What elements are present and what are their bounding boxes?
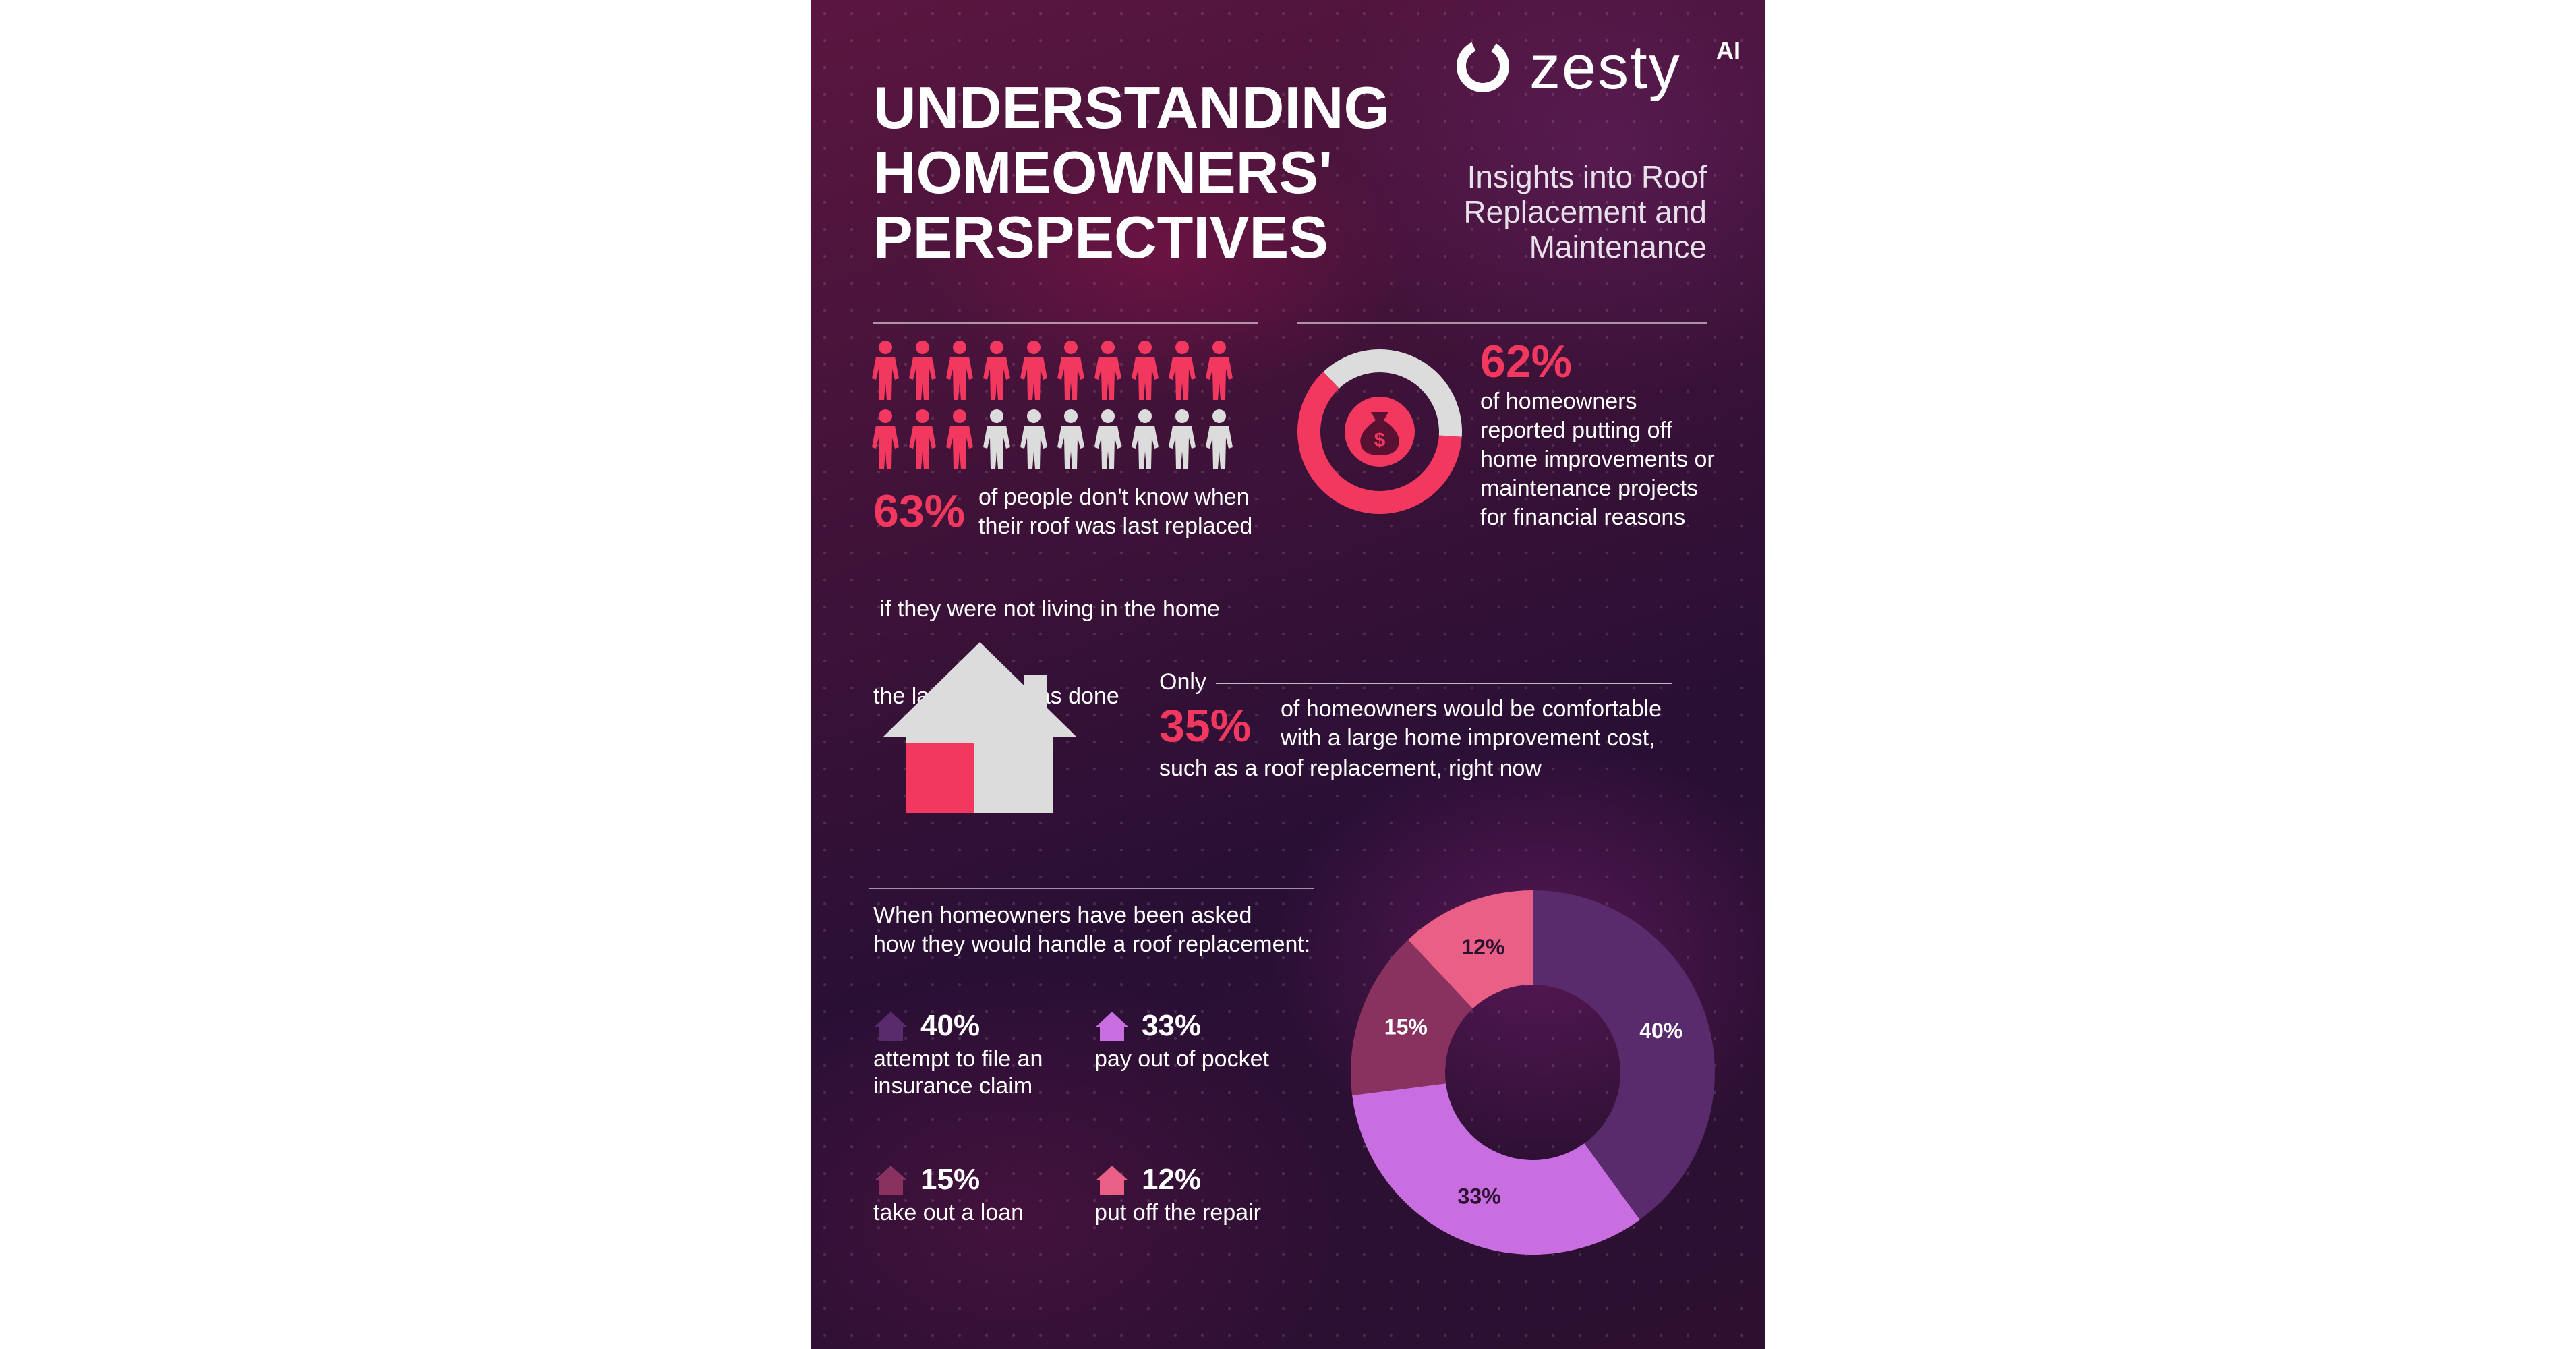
donut-segment-put-off xyxy=(1408,890,1533,1009)
stat-putoff-line-1: of homeowners xyxy=(1480,389,1637,414)
person-icon xyxy=(1169,341,1196,400)
donut-label-out-of-pocket: 33% xyxy=(1458,1184,1501,1209)
person-icon xyxy=(983,409,1010,469)
house-icon xyxy=(883,642,1076,813)
stat-putoff-line-2: reported putting off xyxy=(1480,418,1672,443)
legend-percent: 12% xyxy=(1142,1163,1202,1196)
person-icon xyxy=(872,341,899,400)
legend-percent: 15% xyxy=(920,1163,980,1196)
legend-line-1: attempt to file an xyxy=(873,1046,1043,1072)
house-icon xyxy=(875,1012,907,1041)
legend-description: attempt to file an insurance claim xyxy=(873,1045,1096,1099)
putoff-donut-chart: $ xyxy=(1297,349,1462,514)
roof-handling-intro: When homeowners have been asked how they… xyxy=(873,901,1345,959)
legend-item-out-of-pocket: 33% pay out of pocket xyxy=(1094,1009,1317,1083)
legend-description: pay out of pocket xyxy=(1094,1045,1317,1072)
stat-unknown-percent: 63% xyxy=(873,486,966,537)
people-pictogram xyxy=(872,341,1233,469)
roof-intro-line-2: how they would handle a roof replacement… xyxy=(873,931,1311,957)
divider-left xyxy=(873,322,1258,324)
donut-label-loan: 15% xyxy=(1384,1014,1428,1039)
stat-comfortable-percent: 35% xyxy=(1159,700,1252,751)
money-bag-icon: $ xyxy=(1360,412,1399,455)
person-icon xyxy=(1057,341,1084,400)
person-icon xyxy=(1206,409,1233,469)
person-icon xyxy=(1206,341,1233,400)
donut-segment-other xyxy=(1323,349,1462,437)
donut-label-put-off: 12% xyxy=(1461,935,1504,959)
legend-item-put-off: 12% put off the repair xyxy=(1094,1163,1317,1226)
stat-unknown-text-a: of people don't know when their roof was… xyxy=(978,483,1275,541)
donut-segment-out-of-pocket xyxy=(1352,1083,1640,1255)
house-icon xyxy=(1096,1166,1128,1195)
stat-unknown-line-2: their roof was last replaced xyxy=(978,513,1253,539)
stat-putoff-line-3: home improvements or xyxy=(1480,447,1715,472)
title-line-3: PERSPECTIVES xyxy=(873,204,1328,270)
subtitle-line-3: Maintenance xyxy=(1529,229,1707,264)
person-icon xyxy=(1020,341,1047,400)
legend-line-1: pay out of pocket xyxy=(1094,1046,1269,1072)
roof-intro-line-1: When homeowners have been asked xyxy=(873,902,1252,928)
legend-description: put off the repair xyxy=(1094,1199,1317,1226)
dollar-sign: $ xyxy=(1374,429,1386,451)
page-subtitle: Insights into Roof Replacement and Maint… xyxy=(1424,159,1707,264)
person-icon xyxy=(946,341,973,400)
person-icon xyxy=(946,409,973,469)
donut-segment-loan xyxy=(1351,940,1473,1095)
legend-item-loan: 15% take out a loan xyxy=(873,1163,1096,1226)
legend-percent: 40% xyxy=(920,1009,980,1042)
brand-name: zesty xyxy=(1529,33,1681,102)
legend-line-1: take out a loan xyxy=(873,1200,1024,1226)
stat-putoff-percent: 62% xyxy=(1480,336,1573,387)
donut-label-insurance-claim: 40% xyxy=(1639,1018,1682,1043)
house-door xyxy=(906,743,974,813)
person-icon xyxy=(872,409,899,469)
donut-segment-putoff xyxy=(1297,372,1462,514)
infographic-poster: zesty AI UNDERSTANDING HOMEOWNERS' PERSP… xyxy=(811,0,1765,1349)
person-icon xyxy=(1094,341,1121,400)
person-icon xyxy=(1057,409,1084,469)
subtitle-line-1: Insights into Roof xyxy=(1467,159,1707,194)
person-icon xyxy=(1132,409,1159,469)
stat-unknown-line-1: of people don't know when xyxy=(978,484,1250,510)
person-icon xyxy=(909,409,936,469)
person-icon xyxy=(909,341,936,400)
divider-roof-section xyxy=(869,888,1314,889)
page-title: UNDERSTANDING HOMEOWNERS' PERSPECTIVES xyxy=(873,76,1426,270)
title-line-1: UNDERSTANDING xyxy=(873,74,1390,141)
stat-putoff-text: of homeowners reported putting off home … xyxy=(1480,387,1750,532)
divider-right xyxy=(1297,322,1707,324)
stat-putoff-line-4: maintenance projects xyxy=(1480,476,1699,501)
divider-only xyxy=(1216,683,1672,684)
stat-unknown-line-3: if they were not living in the home xyxy=(873,596,1221,622)
stat-comfortable-line-1: of homeowners would be comfortable xyxy=(1281,696,1662,722)
legend-percent: 33% xyxy=(1142,1009,1202,1042)
person-icon xyxy=(983,341,1010,400)
legend-line-2: insurance claim xyxy=(873,1073,1033,1099)
stat-comfortable-text-a: of homeowners would be comfortable with … xyxy=(1281,695,1712,753)
stat-putoff-line-5: for financial reasons xyxy=(1480,505,1686,530)
donut-segment-insurance-claim xyxy=(1533,890,1715,1220)
person-icon xyxy=(1132,341,1159,400)
person-icon xyxy=(1094,409,1121,469)
stat-comfortable-prefix: Only xyxy=(1159,669,1206,695)
person-icon xyxy=(1020,409,1047,469)
stat-comfortable-line-3: such as a roof replacement, right now xyxy=(1159,755,1542,781)
brand-suffix: AI xyxy=(1716,36,1740,64)
legend-line-1: put off the repair xyxy=(1094,1200,1261,1226)
stat-comfortable-line-2: with a large home improvement cost, xyxy=(1281,725,1656,751)
house-icon xyxy=(1096,1012,1128,1041)
roof-handling-donut-chart: 40% 33% 15% 12% xyxy=(1351,890,1715,1255)
person-icon xyxy=(1169,409,1196,469)
subtitle-line-2: Replacement and xyxy=(1463,194,1707,229)
house-icon xyxy=(875,1166,907,1195)
legend-item-insurance-claim: 40% attempt to file an insurance claim xyxy=(873,1009,1096,1099)
title-line-2: HOMEOWNERS' xyxy=(873,139,1333,206)
zesty-logo-mark-icon xyxy=(1457,40,1509,92)
legend-description: take out a loan xyxy=(873,1199,1096,1226)
zesty-logo: zesty AI xyxy=(1452,27,1740,108)
